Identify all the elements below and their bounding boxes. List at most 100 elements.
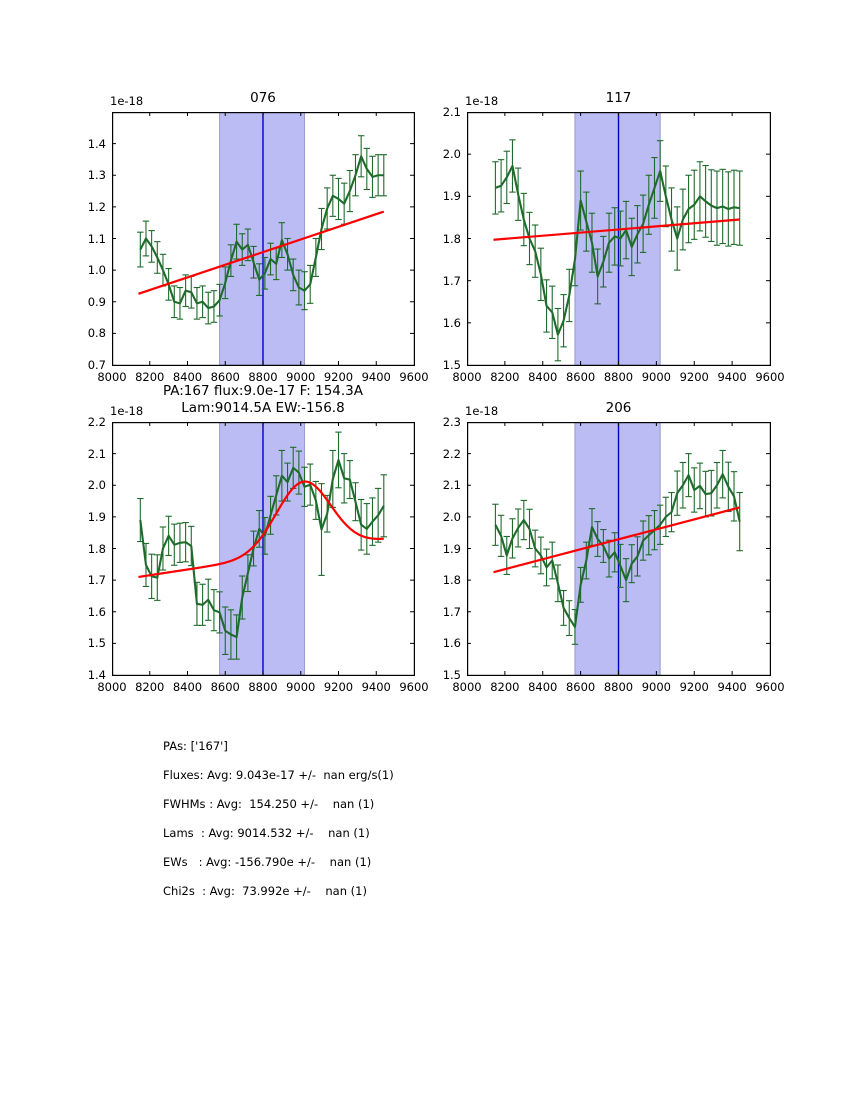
y-axis-exponent-label: 1e-18: [110, 94, 144, 108]
x-tick-label: 8200: [135, 370, 165, 384]
wavelength-band: [219, 112, 306, 366]
continuum-fit-line: [493, 506, 740, 574]
x-tick-label: 8000: [452, 680, 482, 694]
y-tick-label: 0.9: [87, 294, 106, 309]
y-tick-label: 1.6: [442, 636, 461, 651]
y-axis-exponent-label: 1e-18: [110, 404, 144, 418]
x-tick-label: 8600: [565, 680, 596, 694]
y-tick-label: 1.5: [442, 358, 461, 372]
plot-panel-206: [467, 422, 771, 676]
spectrum-line: [494, 473, 741, 628]
continuum-fit-line: [493, 218, 740, 241]
y-tick-label: 1.8: [87, 541, 106, 556]
x-tick-label: 8600: [210, 680, 240, 694]
x-tick-label: 9000: [641, 680, 672, 694]
y-tick-label: 1.1: [87, 231, 106, 246]
continuum-fit-line: [138, 210, 385, 295]
y-tick-label: 1.8: [442, 231, 461, 246]
y-tick-label: 2.0: [442, 147, 461, 162]
x-tick-label: 9000: [286, 370, 316, 384]
x-tick-label: 8800: [603, 370, 634, 384]
x-tick-label: 9200: [679, 680, 709, 694]
x-tick-label: 9200: [323, 370, 354, 384]
x-tick-label: 8600: [210, 370, 240, 384]
y-tick-label: 0.8: [87, 326, 106, 341]
y-tick-label: 2.2: [87, 415, 106, 429]
y-tick-label: 1.4: [87, 668, 106, 682]
panel-subtitle: Lam:9014.5A EW:-156.8: [181, 400, 345, 416]
spectrum-line: [495, 164, 740, 336]
x-tick-label: 9600: [399, 370, 429, 384]
axes-frame: [467, 422, 771, 676]
x-tick-label: 8200: [135, 680, 165, 694]
x-tick-label: 8800: [603, 680, 634, 694]
y-axis-exponent-label: 1e-18: [465, 94, 499, 108]
y-tick-label: 1.2: [87, 199, 106, 214]
y-tick-label: 2.1: [442, 105, 461, 119]
y-tick-label: 1.9: [442, 189, 461, 204]
x-tick-label: 8000: [97, 680, 127, 694]
x-tick-label: 9400: [361, 680, 391, 694]
x-tick-label: 9600: [755, 370, 785, 384]
x-tick-label: 8000: [97, 370, 127, 384]
axes-frame: [467, 112, 771, 366]
x-tick-label: 8400: [528, 370, 558, 384]
x-tick-label: 8400: [172, 370, 203, 384]
y-tick-label: 2.0: [87, 478, 106, 493]
x-tick-label: 8400: [528, 680, 558, 694]
y-tick-label: 1.0: [87, 263, 106, 278]
y-tick-label: 1.5: [442, 668, 461, 682]
panel-title: 117: [605, 90, 632, 106]
x-tick-label: 9600: [399, 680, 429, 694]
x-tick-label: 9400: [717, 370, 747, 384]
axes-frame: [112, 422, 415, 676]
y-tick-label: 0.7: [87, 358, 106, 372]
y-tick-label: 1.6: [442, 315, 461, 330]
x-tick-label: 9200: [679, 370, 709, 384]
x-tick-label: 8600: [565, 370, 596, 384]
y-tick-label: 2.3: [442, 415, 461, 429]
plot-panel-076: [112, 112, 415, 366]
plot-panel-117: [467, 112, 771, 366]
y-tick-label: 1.7: [442, 604, 461, 619]
y-tick-label: 1.6: [87, 604, 106, 619]
stats-line-fluxes: Fluxes: Avg: 9.043e-17 +/- nan erg/s(1): [163, 768, 394, 782]
gaussian-fit-line: [138, 480, 384, 579]
y-tick-label: 2.0: [442, 509, 461, 524]
stats-line-pas: PAs: ['167']: [163, 739, 228, 753]
y-tick-label: 1.9: [87, 509, 106, 524]
panel-title: 076: [250, 90, 276, 106]
stats-line-lams: Lams : Avg: 9014.532 +/- nan (1): [163, 826, 370, 840]
x-tick-label: 9200: [323, 680, 354, 694]
y-tick-label: 1.5: [87, 636, 106, 651]
y-tick-label: 2.1: [87, 446, 106, 461]
x-tick-label: 8800: [248, 680, 278, 694]
panel-title: 206: [605, 400, 632, 416]
y-tick-label: 1.7: [87, 573, 106, 588]
x-tick-label: 8400: [172, 680, 203, 694]
stats-line-fwhms: FWHMs : Avg: 154.250 +/- nan (1): [163, 797, 375, 811]
wavelength-band: [219, 422, 306, 676]
x-tick-label: 9000: [286, 680, 316, 694]
y-tick-label: 2.1: [442, 478, 461, 493]
y-tick-label: 2.2: [442, 446, 461, 461]
spectrum-line: [139, 458, 385, 639]
y-tick-label: 1.9: [442, 541, 461, 556]
y-axis-exponent-label: 1e-18: [465, 404, 499, 418]
spectrum-line: [139, 155, 384, 310]
x-tick-label: 8200: [490, 370, 520, 384]
axes-frame: [112, 112, 415, 366]
y-tick-label: 1.8: [442, 573, 461, 588]
y-tick-label: 1.3: [87, 168, 106, 183]
x-tick-label: 9600: [755, 680, 785, 694]
panel-title: PA:167 flux:9.0e-17 F: 154.3A: [162, 383, 364, 399]
x-tick-label: 8200: [490, 680, 520, 694]
stats-line-ews: EWs : Avg: -156.790e +/- nan (1): [163, 855, 372, 869]
x-tick-label: 9000: [641, 370, 672, 384]
plot-panel-fit: [112, 422, 415, 676]
stats-line-chi2s: Chi2s : Avg: 73.992e +/- nan (1): [163, 884, 367, 898]
x-tick-label: 9400: [361, 370, 391, 384]
y-tick-label: 1.4: [87, 136, 106, 151]
y-tick-label: 1.7: [442, 273, 461, 288]
